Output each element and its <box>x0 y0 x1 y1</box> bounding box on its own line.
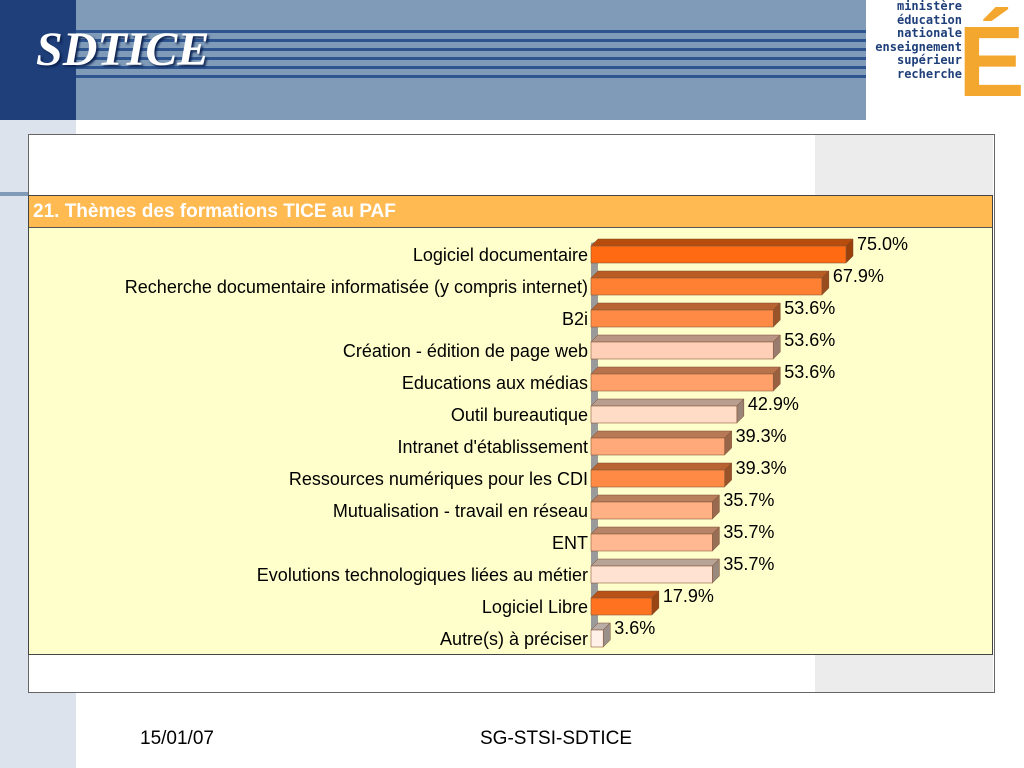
value-label: 42.9% <box>748 394 799 414</box>
bar-top-face <box>590 526 720 535</box>
bar-group <box>590 462 733 488</box>
bar <box>590 597 653 616</box>
bar-group <box>590 238 854 264</box>
category-label: B2i <box>562 309 588 329</box>
bar <box>590 309 774 328</box>
chart-title: 21. Thèmes des formations TICE au PAF <box>29 196 992 228</box>
bar-group <box>590 398 745 424</box>
category-label: Intranet d'établissement <box>397 437 588 457</box>
bar-group <box>590 334 781 360</box>
blue-accent-line <box>0 192 28 196</box>
value-label: 35.7% <box>723 554 774 574</box>
bar <box>590 629 604 648</box>
ministry-logo: ministère éducation nationale enseigneme… <box>866 0 1024 120</box>
bar-group <box>590 558 720 584</box>
bar-top-face <box>590 462 733 471</box>
bar-top-face <box>590 270 830 279</box>
bar <box>590 341 774 360</box>
bar-top-face <box>590 398 745 407</box>
value-label: 53.6% <box>784 298 835 318</box>
bar <box>590 277 823 296</box>
bar-top-face <box>590 590 660 599</box>
bar-top-face <box>590 494 720 503</box>
category-label: Educations aux médias <box>402 373 588 393</box>
logo-line: enseignement <box>875 39 962 54</box>
footer-center-text: SG-STSI-SDTICE <box>480 728 633 749</box>
logo-line: éducation <box>896 12 962 27</box>
chart-panel: 21. Thèmes des formations TICE au PAF Lo… <box>28 195 993 655</box>
bar <box>590 565 713 584</box>
logo-e-mark-icon: É <box>958 6 1024 118</box>
slide-header-title: SDTICE <box>36 23 210 76</box>
bar-group <box>590 270 830 296</box>
bar-group <box>590 494 720 520</box>
header-stripes <box>76 30 866 90</box>
value-label: 39.3% <box>736 426 787 446</box>
logo-line: recherche <box>896 66 962 81</box>
category-label: ENT <box>552 533 588 553</box>
value-label: 53.6% <box>784 330 835 350</box>
bar-top-face <box>590 558 720 567</box>
value-label: 3.6% <box>614 618 655 638</box>
header-band <box>76 0 866 120</box>
category-label: Logiciel documentaire <box>413 245 588 265</box>
value-label: 35.7% <box>723 522 774 542</box>
category-label: Recherche documentaire informatisée (y c… <box>125 277 588 297</box>
logo-line: ministère <box>896 0 962 13</box>
bar <box>590 469 725 488</box>
bar-top-face <box>590 302 781 311</box>
bar <box>590 245 847 264</box>
bar <box>590 437 725 456</box>
logo-line: supérieur <box>896 53 962 67</box>
value-label: 17.9% <box>663 586 714 606</box>
header-dark-block <box>0 0 76 120</box>
footer-date: 15/01/07 <box>140 728 214 749</box>
bar-chart: Logiciel documentaire 75.0% Recherche docu… <box>125 234 908 649</box>
bar <box>590 405 738 424</box>
bar-group <box>590 302 781 328</box>
bar <box>590 533 713 552</box>
value-label: 75.0% <box>857 234 908 254</box>
category-label: Mutualisation - travail en réseau <box>333 501 588 521</box>
bar <box>590 501 713 520</box>
category-label: Ressources numériques pour les CDI <box>289 469 588 489</box>
bar-group <box>590 590 660 616</box>
category-label: Outil bureautique <box>451 405 588 425</box>
value-label: 35.7% <box>723 490 774 510</box>
bar-group <box>590 526 720 552</box>
logo-text: ministère éducation nationale enseigneme… <box>872 0 962 81</box>
category-label: Logiciel Libre <box>482 597 588 617</box>
category-label: Autre(s) à préciser <box>440 629 588 649</box>
category-label: Evolutions technologiques liées au métie… <box>257 565 588 585</box>
bar-top-face <box>590 238 854 247</box>
value-label: 67.9% <box>833 266 884 286</box>
value-label: 39.3% <box>736 458 787 478</box>
value-label: 53.6% <box>784 362 835 382</box>
bar <box>590 373 774 392</box>
logo-line: nationale <box>896 26 962 40</box>
bar-group <box>590 366 781 392</box>
bar-top-face <box>590 366 781 375</box>
bar-group <box>590 622 611 648</box>
bar-top-face <box>590 430 733 439</box>
bar-group <box>590 430 733 456</box>
category-label: Création - édition de page web <box>343 341 588 361</box>
bar-top-face <box>590 334 781 343</box>
